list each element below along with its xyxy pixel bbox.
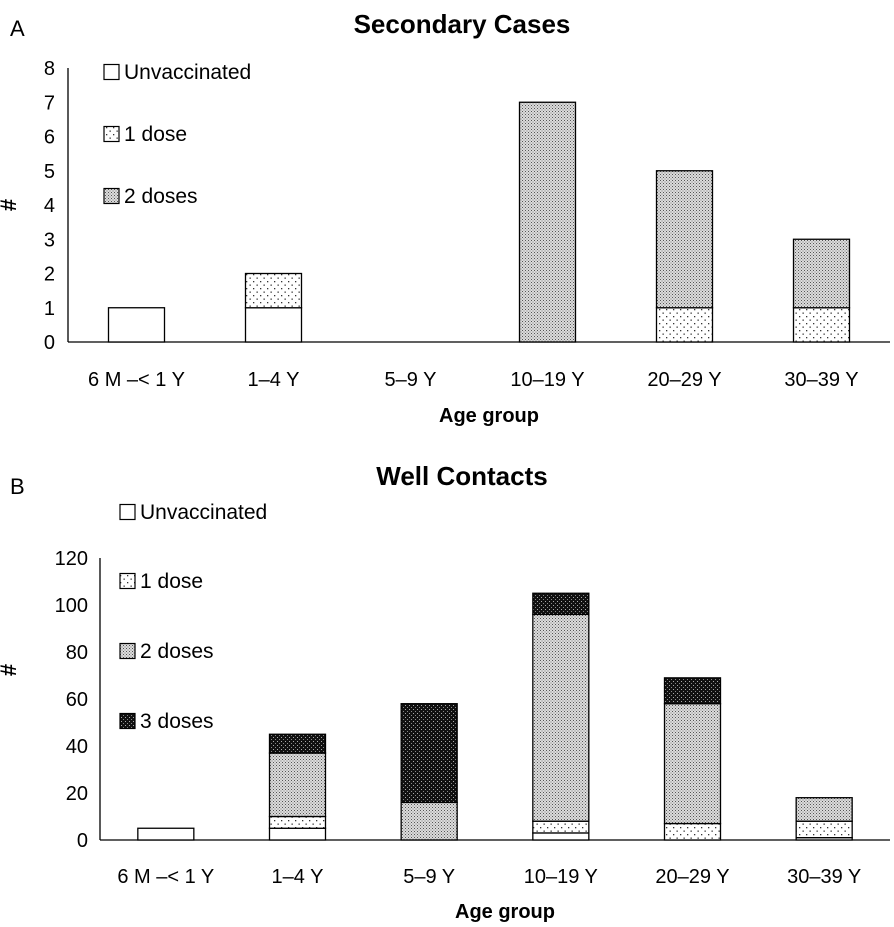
y-tick-label: 120 xyxy=(55,548,88,570)
bar-6-m-1-y-unvaccinated xyxy=(137,827,195,841)
bar-1-4-y-1-dose xyxy=(268,815,327,829)
bar-1-4-y-unvaccinated xyxy=(244,307,303,343)
y-tick-label: 1 xyxy=(44,298,55,320)
y-axis-label: # xyxy=(0,199,21,211)
x-tick-label: 5–9 Y xyxy=(385,369,437,391)
bar-10-19-y-1-dose xyxy=(532,820,590,834)
legend-label-unvaccinated: Unvaccinated xyxy=(140,501,267,524)
chart-title: Well Contacts xyxy=(376,461,547,491)
x-axis-label: Age group xyxy=(455,901,555,923)
bar-10-19-y-2-doses xyxy=(518,101,577,343)
bar-30-39-y-1-dose xyxy=(795,820,853,839)
y-tick-label: 40 xyxy=(66,736,88,758)
bar-6-m-1-y-unvaccinated xyxy=(107,307,166,343)
bar-30-39-y-1-dose xyxy=(792,307,851,343)
legend-label-1-dose: 1 dose xyxy=(124,123,187,146)
panel-label: B xyxy=(10,474,25,499)
y-tick-label: 5 xyxy=(44,161,55,183)
x-axis-label: Age group xyxy=(439,405,539,427)
y-tick-label: 7 xyxy=(44,92,55,114)
bar-30-39-y-2-doses xyxy=(795,797,853,822)
x-tick-label: 10–19 Y xyxy=(524,866,598,888)
legend-label-2-doses: 2 doses xyxy=(140,640,214,663)
legend-label-3-doses: 3 doses xyxy=(140,710,214,733)
y-tick-label: 8 xyxy=(44,58,55,80)
legend-swatch-2-doses xyxy=(103,187,120,205)
x-tick-label: 6 M –< 1 Y xyxy=(117,866,214,888)
y-tick-label: 2 xyxy=(44,264,55,286)
x-tick-label: 30–39 Y xyxy=(784,369,858,391)
bar-1-4-y-unvaccinated xyxy=(268,827,327,841)
x-tick-label: 1–4 Y xyxy=(248,369,300,391)
bar-20-29-y-2-doses xyxy=(655,170,714,309)
bar-1-4-y-3-doses xyxy=(268,733,327,754)
legend-swatch-3-doses xyxy=(119,712,136,730)
bar-1-4-y-1-dose xyxy=(244,272,303,309)
y-tick-label: 4 xyxy=(44,195,55,217)
y-tick-label: 0 xyxy=(77,830,88,852)
x-tick-label: 30–39 Y xyxy=(787,866,861,888)
x-tick-label: 20–29 Y xyxy=(655,866,729,888)
panel-label: A xyxy=(10,16,25,41)
panel-secondary-cases: A Secondary Cases 0 1 2 3 4 5 6 7 8 6 M –< 1 Y 1–4 Y… xyxy=(0,9,890,427)
y-tick-label: 100 xyxy=(55,595,88,617)
legend-swatch-1-dose xyxy=(119,572,136,590)
bar-5-9-y-3-doses xyxy=(400,703,458,804)
bar-20-29-y-2-doses xyxy=(663,703,722,825)
bar-10-19-y-2-doses xyxy=(532,613,590,822)
y-tick-label: 60 xyxy=(66,689,88,711)
bar-5-9-y-2-doses xyxy=(400,801,458,841)
y-tick-label: 0 xyxy=(44,332,55,354)
y-axis-label: # xyxy=(0,664,21,676)
bar-30-39-y-2-doses xyxy=(792,238,851,309)
legend-swatch-2-doses xyxy=(119,642,136,660)
legend-label-2-doses: 2 doses xyxy=(124,185,198,208)
legend-swatch-unvaccinated xyxy=(119,503,136,521)
x-tick-label: 5–9 Y xyxy=(403,866,455,888)
bar-1-4-y-2-doses xyxy=(268,752,327,818)
panel-well-contacts: B Well Contacts 0 20 40 60 80 100 120 6 M –< 1 Y 1… xyxy=(0,461,890,923)
y-tick-label: 3 xyxy=(44,229,55,251)
x-tick-label: 1–4 Y xyxy=(272,866,324,888)
chart-title: Secondary Cases xyxy=(354,9,571,39)
x-tick-label: 6 M –< 1 Y xyxy=(88,369,185,391)
bar-20-29-y-3-doses xyxy=(663,677,722,705)
legend-swatch-unvaccinated xyxy=(103,63,120,81)
y-tick-label: 6 xyxy=(44,127,55,149)
bar-20-29-y-1-dose xyxy=(663,822,722,841)
bar-10-19-y-3-doses xyxy=(532,592,590,616)
legend-label-1-dose: 1 dose xyxy=(140,570,203,593)
x-tick-label: 10–19 Y xyxy=(510,369,584,391)
legend-swatch-1-dose xyxy=(103,125,120,143)
legend-label-unvaccinated: Unvaccinated xyxy=(124,61,251,84)
y-tick-label: 20 xyxy=(66,783,88,805)
y-tick-label: 80 xyxy=(66,642,88,664)
bar-10-19-y-unvaccinated xyxy=(532,832,590,841)
x-tick-label: 20–29 Y xyxy=(647,369,721,391)
bar-20-29-y-1-dose xyxy=(655,307,714,343)
